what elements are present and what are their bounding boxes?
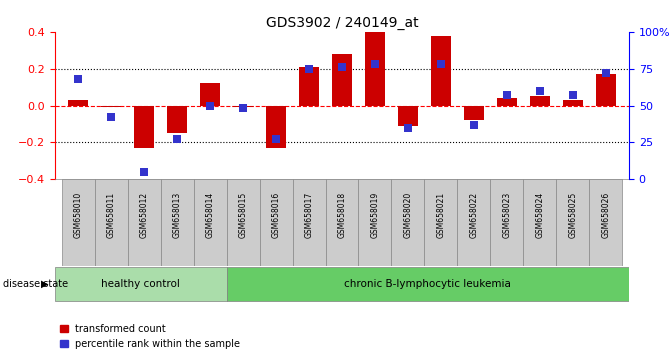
Bar <box>68 100 88 105</box>
Point <box>139 169 150 175</box>
Text: GSM658012: GSM658012 <box>140 192 148 238</box>
Bar <box>332 54 352 105</box>
Point <box>205 103 215 108</box>
Text: GSM658016: GSM658016 <box>272 192 280 238</box>
Bar <box>398 105 418 126</box>
Text: ▶: ▶ <box>41 279 48 289</box>
Point <box>535 88 546 93</box>
FancyBboxPatch shape <box>491 179 523 266</box>
FancyBboxPatch shape <box>556 179 589 266</box>
FancyBboxPatch shape <box>458 179 491 266</box>
Text: GSM658013: GSM658013 <box>172 192 182 238</box>
Point <box>72 76 83 82</box>
FancyBboxPatch shape <box>425 179 458 266</box>
Bar <box>563 100 583 105</box>
FancyBboxPatch shape <box>358 179 391 266</box>
FancyBboxPatch shape <box>260 179 293 266</box>
Legend: transformed count, percentile rank within the sample: transformed count, percentile rank withi… <box>60 324 240 349</box>
Bar <box>167 105 187 133</box>
Point <box>502 92 513 98</box>
Bar <box>530 96 550 105</box>
Bar <box>596 74 616 105</box>
FancyBboxPatch shape <box>160 179 193 266</box>
Point <box>435 62 446 67</box>
Text: GSM658024: GSM658024 <box>535 192 544 238</box>
Text: GSM658014: GSM658014 <box>205 192 215 238</box>
Bar <box>266 105 286 148</box>
Text: GSM658022: GSM658022 <box>470 192 478 238</box>
Bar <box>101 105 121 107</box>
Title: GDS3902 / 240149_at: GDS3902 / 240149_at <box>266 16 418 30</box>
FancyBboxPatch shape <box>127 179 160 266</box>
Point <box>337 64 348 70</box>
Text: GSM658017: GSM658017 <box>305 192 313 238</box>
FancyBboxPatch shape <box>227 179 260 266</box>
Bar <box>299 67 319 105</box>
Text: GSM658025: GSM658025 <box>568 192 578 238</box>
Bar <box>464 105 484 120</box>
Text: disease state: disease state <box>3 279 68 289</box>
Text: GSM658015: GSM658015 <box>238 192 248 238</box>
Point <box>601 70 611 76</box>
FancyBboxPatch shape <box>293 179 325 266</box>
FancyBboxPatch shape <box>589 179 623 266</box>
FancyBboxPatch shape <box>62 179 95 266</box>
FancyBboxPatch shape <box>391 179 425 266</box>
Text: GSM658011: GSM658011 <box>107 192 115 238</box>
Text: healthy control: healthy control <box>101 279 180 289</box>
Bar <box>365 32 385 105</box>
Point <box>238 105 248 111</box>
Point <box>270 137 281 142</box>
Bar <box>497 98 517 105</box>
Text: GSM658026: GSM658026 <box>601 192 611 238</box>
FancyBboxPatch shape <box>227 267 629 301</box>
Bar <box>431 36 451 105</box>
FancyBboxPatch shape <box>95 179 127 266</box>
Bar <box>134 105 154 148</box>
FancyBboxPatch shape <box>325 179 358 266</box>
Text: GSM658023: GSM658023 <box>503 192 511 238</box>
Point <box>468 122 479 127</box>
Text: GSM658020: GSM658020 <box>403 192 413 238</box>
Point <box>568 92 578 98</box>
Bar <box>200 84 220 105</box>
Text: chronic B-lymphocytic leukemia: chronic B-lymphocytic leukemia <box>344 279 511 289</box>
Text: GSM658021: GSM658021 <box>436 192 446 238</box>
Text: GSM658010: GSM658010 <box>74 192 83 238</box>
FancyBboxPatch shape <box>523 179 556 266</box>
Point <box>304 66 315 72</box>
FancyBboxPatch shape <box>193 179 227 266</box>
Text: GSM658019: GSM658019 <box>370 192 380 238</box>
FancyBboxPatch shape <box>55 267 227 301</box>
Point <box>403 125 413 130</box>
Point <box>172 137 183 142</box>
Point <box>106 114 117 120</box>
Bar <box>233 105 253 107</box>
Point <box>370 62 380 67</box>
Text: GSM658018: GSM658018 <box>338 192 346 238</box>
